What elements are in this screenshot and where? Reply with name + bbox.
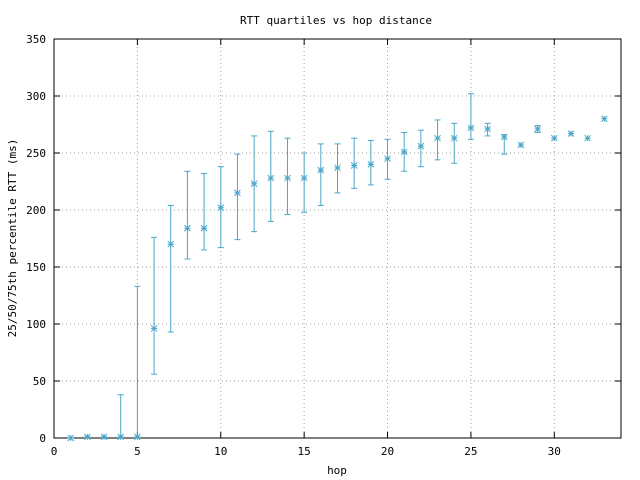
- y-axis-label: 25/50/75th percentile RTT (ms): [6, 139, 19, 338]
- x-tick-label: 15: [298, 445, 311, 458]
- median-marker: [334, 164, 341, 172]
- data-point-hop-3: [100, 433, 108, 441]
- median-marker: [434, 134, 441, 142]
- data-point-hop-24: [450, 122, 458, 164]
- x-tick-label: 10: [214, 445, 227, 458]
- median-marker: [534, 125, 541, 133]
- x-tick-labels: 0 5 10 15 20 25 30: [51, 445, 561, 458]
- data-point-hop-16: [317, 143, 325, 206]
- data-point-hop-20: [384, 138, 391, 180]
- data-point-hop-13: [267, 130, 275, 222]
- data-point-hop-14: [284, 137, 291, 216]
- y-tick-label: 50: [33, 375, 46, 388]
- data-point-hop-2: [83, 433, 91, 441]
- grid-lines: [54, 39, 621, 438]
- median-marker: [234, 189, 241, 197]
- data-point-hop-22: [417, 129, 425, 168]
- data-point-hop-9: [200, 173, 208, 251]
- y-tick-labels: 0 50 100 150 200 250 300 350: [26, 33, 46, 445]
- median-marker: [484, 125, 491, 133]
- median-marker: [567, 130, 575, 137]
- median-marker: [217, 204, 225, 212]
- median-marker: [367, 161, 375, 168]
- data-point-hop-21: [400, 131, 408, 172]
- data-point-hop-15: [300, 152, 308, 213]
- median-marker: [67, 434, 75, 442]
- y-tick-label: 200: [26, 204, 46, 217]
- median-marker: [317, 166, 325, 174]
- x-tick-label: 30: [548, 445, 561, 458]
- axis-ticks: [53, 38, 621, 439]
- median-marker: [184, 224, 191, 232]
- median-marker: [134, 433, 141, 441]
- data-point-hop-5: [134, 285, 141, 441]
- data-point-hop-6: [150, 236, 158, 375]
- data-point-hop-7: [167, 204, 175, 333]
- data-point-hop-28: [517, 141, 525, 149]
- x-tick-label: 5: [134, 445, 141, 458]
- data-point-hop-11: [234, 153, 241, 241]
- median-marker: [300, 174, 308, 182]
- median-marker: [267, 174, 275, 182]
- median-marker: [83, 433, 91, 441]
- median-marker: [100, 433, 108, 441]
- median-marker: [117, 433, 125, 441]
- y-tick-label: 350: [26, 33, 46, 46]
- y-tick-label: 150: [26, 261, 46, 274]
- data-point-hop-31: [567, 130, 575, 137]
- data-point-hop-10: [217, 166, 225, 249]
- x-tick-label: 20: [381, 445, 394, 458]
- median-marker: [200, 224, 208, 232]
- data-point-hop-1: [67, 434, 75, 442]
- median-marker: [400, 148, 408, 156]
- median-marker: [417, 142, 425, 150]
- data-point-hop-4: [117, 394, 125, 441]
- data-point-hop-18: [350, 137, 358, 189]
- data-point-hop-30: [550, 134, 558, 142]
- data-series: [67, 93, 608, 442]
- data-point-hop-26: [484, 122, 491, 137]
- data-point-hop-17: [334, 143, 341, 194]
- plot-frame: [53, 38, 622, 439]
- data-point-hop-8: [184, 170, 191, 260]
- median-marker: [167, 240, 175, 248]
- data-point-hop-27: [500, 133, 508, 155]
- chart-title: RTT quartiles vs hop distance: [240, 14, 432, 27]
- x-tick-label: 25: [464, 445, 477, 458]
- median-marker: [550, 134, 558, 142]
- data-point-hop-29: [534, 125, 541, 133]
- median-marker: [500, 133, 508, 141]
- data-point-hop-23: [434, 119, 441, 161]
- y-tick-label: 250: [26, 147, 46, 160]
- median-marker: [150, 325, 158, 332]
- median-marker: [350, 162, 358, 169]
- median-marker: [584, 134, 592, 142]
- data-point-hop-25: [467, 93, 475, 140]
- median-marker: [384, 155, 391, 163]
- median-marker: [517, 141, 525, 149]
- median-marker: [250, 180, 258, 188]
- median-marker: [467, 124, 475, 132]
- y-tick-label: 100: [26, 318, 46, 331]
- median-marker: [284, 174, 291, 182]
- y-tick-label: 300: [26, 90, 46, 103]
- y-tick-label: 0: [39, 432, 46, 445]
- data-point-hop-33: [600, 115, 608, 123]
- data-point-hop-19: [367, 139, 375, 186]
- x-tick-label: 0: [51, 445, 58, 458]
- median-marker: [450, 134, 458, 142]
- median-marker: [600, 115, 608, 123]
- data-point-hop-32: [584, 134, 592, 142]
- x-axis-label: hop: [327, 464, 347, 477]
- data-point-hop-12: [250, 135, 258, 233]
